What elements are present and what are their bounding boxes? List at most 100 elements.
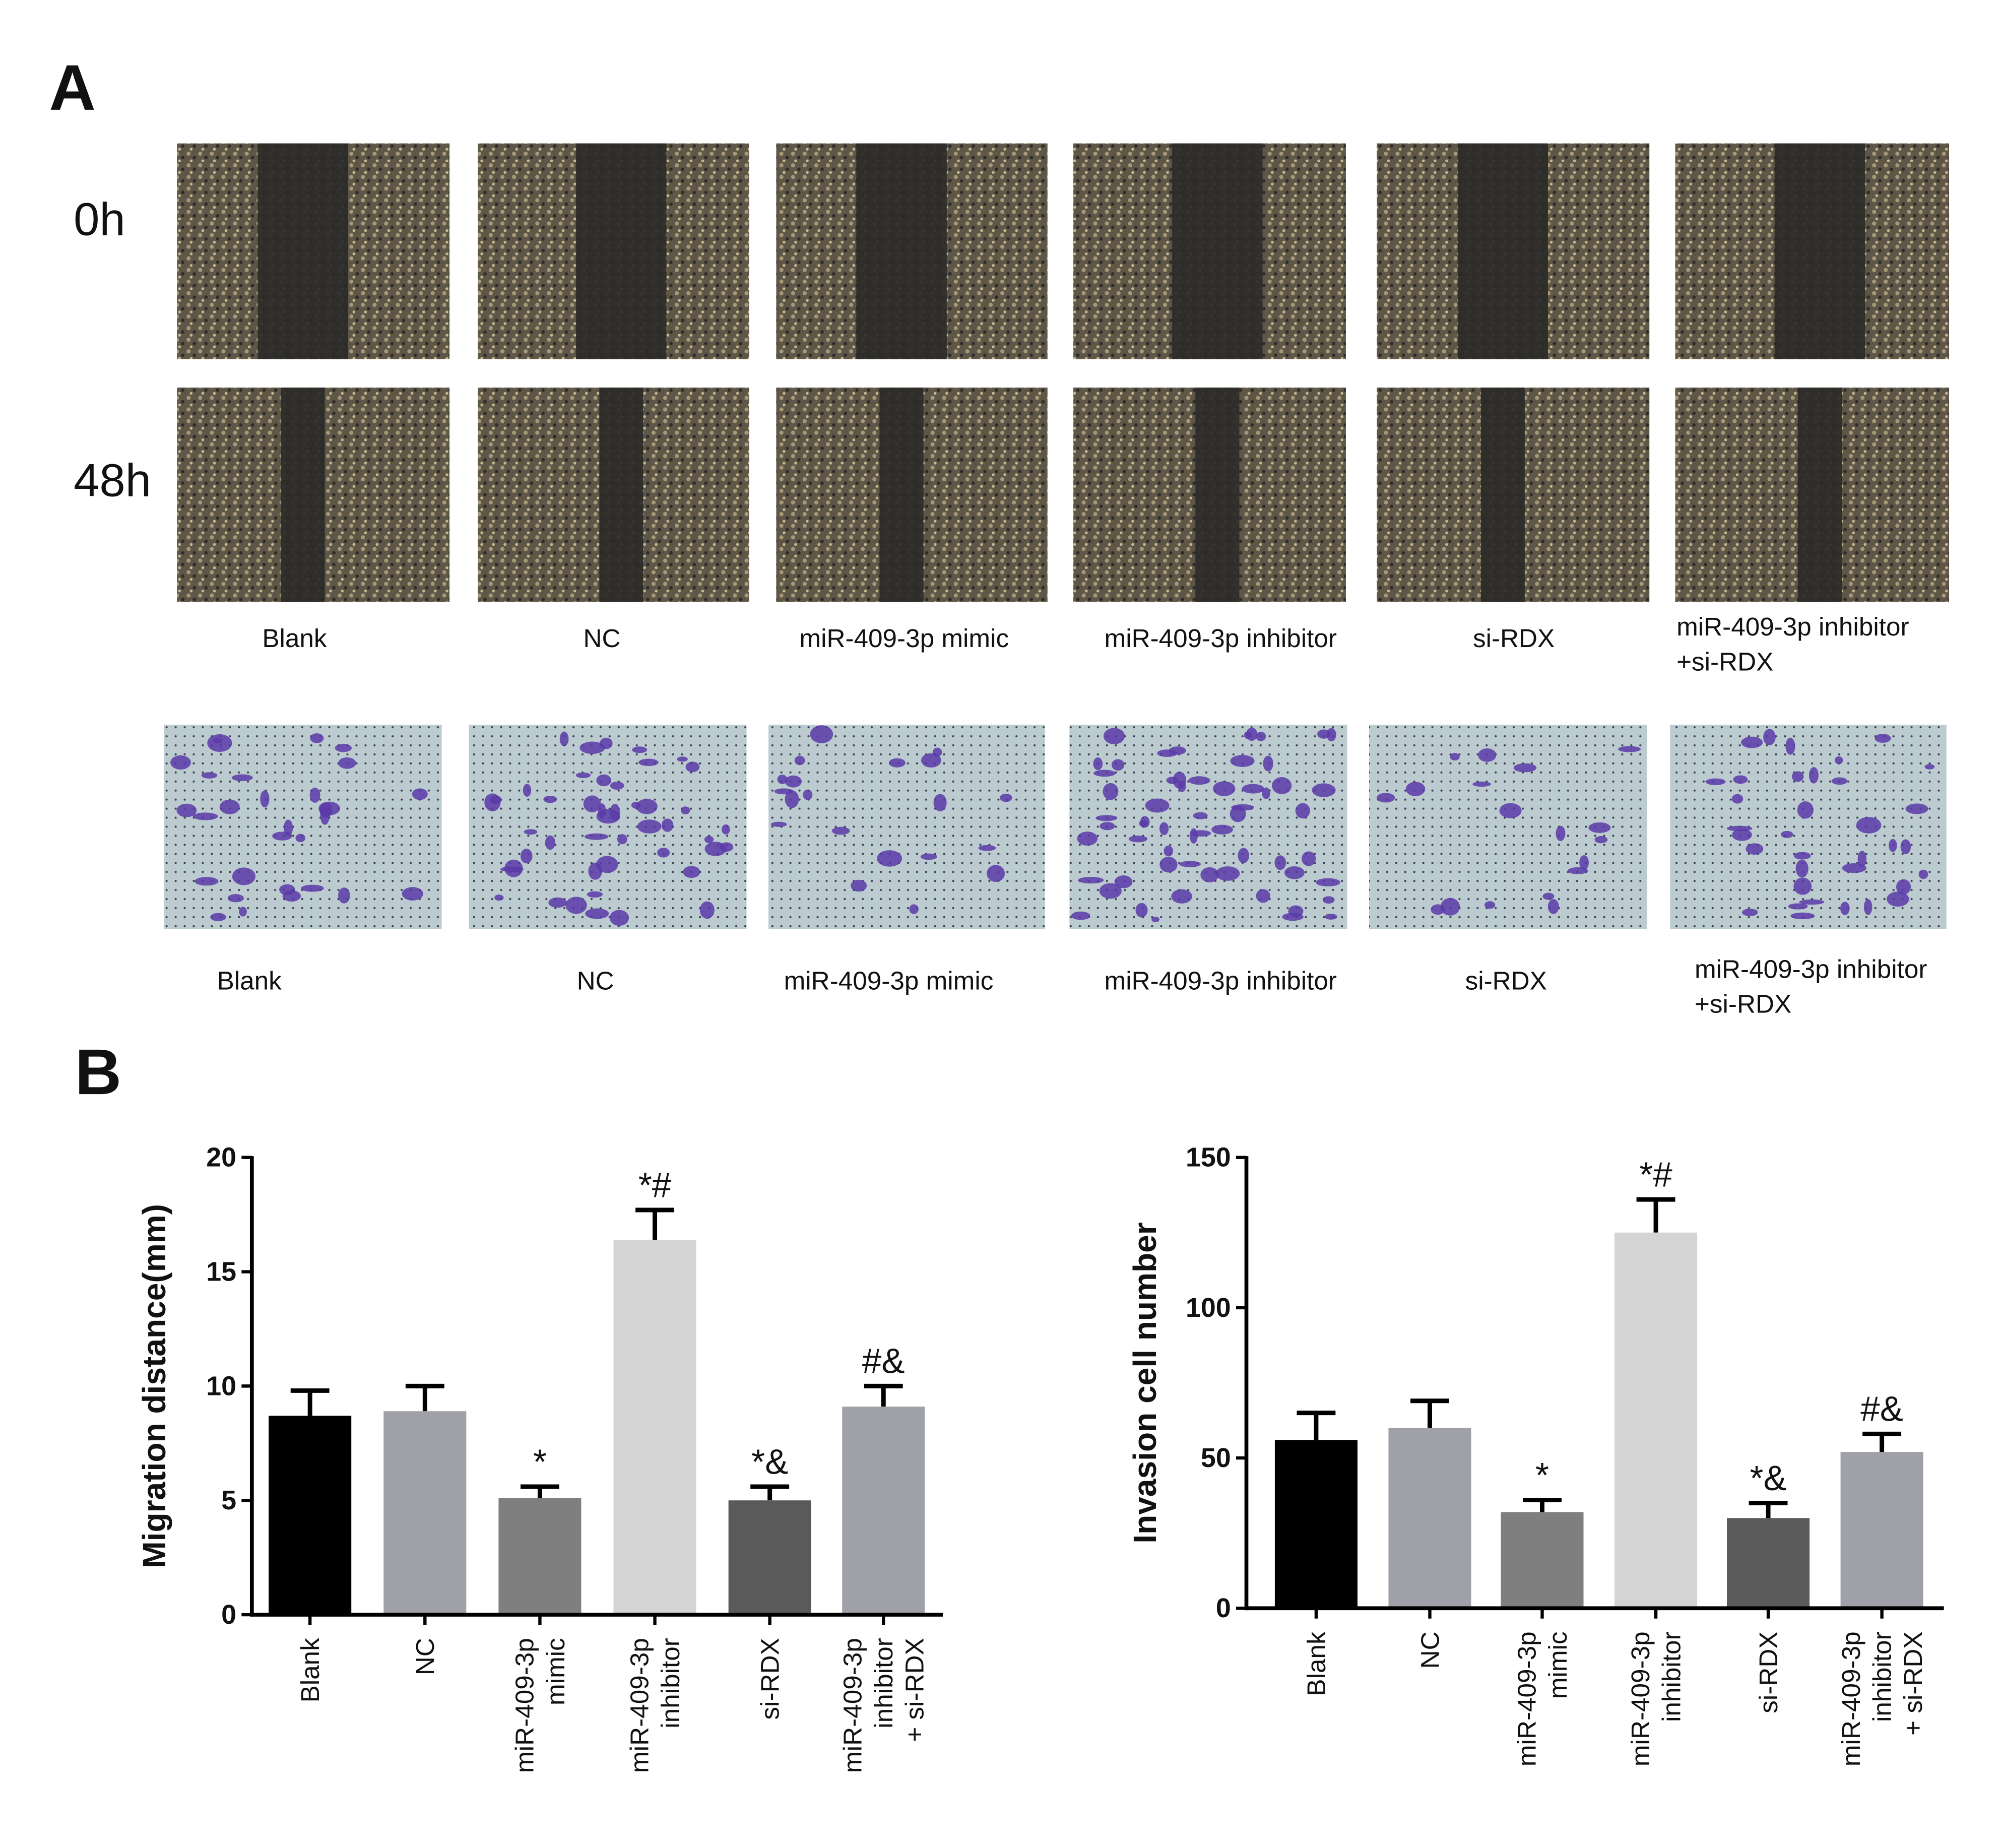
stained-cell [1542,893,1555,900]
wound-gap [1798,387,1842,602]
stained-cell [559,731,569,746]
stained-cell [1918,869,1928,879]
stained-cell [1295,803,1310,819]
image-caption: Blank [262,624,327,653]
stained-cell [583,795,601,812]
stained-cell [632,746,648,753]
y-tick-label: 100 [1186,1293,1231,1323]
stained-cell [1875,734,1891,743]
stained-cell [909,904,919,914]
image-caption: +si-RDX [1676,647,1773,676]
significance-label: * [1535,1455,1549,1495]
stained-cell [310,733,324,743]
stained-cell [1840,902,1850,915]
bar [498,1498,582,1615]
stained-cell [301,884,324,892]
stained-cell [219,799,240,814]
stained-cell [170,755,191,770]
x-tick-label: miR-409-3p [625,1638,654,1773]
stained-cell [1896,879,1911,895]
y-tick-label: 150 [1186,1142,1231,1173]
stained-cell [1139,820,1148,827]
stained-cell [543,795,557,803]
stained-cell [1312,783,1336,797]
x-tick-label: miR-409-3p [838,1638,867,1773]
stained-cell [1263,755,1273,772]
stained-cell [338,757,356,769]
wound-gap [599,387,643,602]
bar [728,1500,811,1615]
stained-cell [877,850,902,867]
stained-cell [412,788,428,800]
stained-cell [683,866,700,878]
stained-cell [1000,793,1012,802]
stained-cell [1274,855,1286,870]
image-caption: NC [583,624,620,653]
stained-cell [1211,824,1233,835]
wound-gap [257,143,348,359]
x-tick-label: + si-RDX [900,1638,929,1742]
stained-cell [1326,728,1336,742]
x-tick-label: NC [411,1638,439,1675]
image-caption: Blank [217,966,282,995]
stained-cell [1256,889,1270,903]
stained-cell [484,793,501,811]
stained-cell [309,787,320,803]
stained-cell [1499,803,1522,818]
stained-cell [1114,875,1133,888]
stained-cell [1484,901,1496,909]
stained-cell [239,907,247,917]
stained-cell [1077,832,1098,846]
stained-cell [719,842,734,852]
stained-cell [548,897,567,908]
stained-cell [1900,839,1911,854]
stained-cell [584,833,609,840]
stained-cell [195,877,219,886]
stained-cell [596,774,612,787]
stained-cell [722,824,730,835]
wound-gap [576,143,667,359]
stained-cell [1741,736,1763,748]
stained-cell [920,853,937,860]
stained-cell [774,788,794,795]
significance-label: * [533,1442,547,1481]
image-caption: miR-409-3p inhibitor [1676,612,1909,641]
stained-cell [1793,852,1811,860]
stained-cell [777,775,788,784]
stained-cell [1377,793,1395,803]
x-tick-label: inhibitor [1868,1631,1897,1722]
image-caption: miR-409-3p mimic [784,966,994,995]
x-tick-label: miR-409-3p [1513,1631,1541,1766]
stained-cell [1405,782,1426,796]
bar [1614,1232,1698,1609]
stained-cell [681,806,690,814]
stained-cell [1472,781,1491,787]
stained-cell [1594,836,1608,844]
stained-cell [785,790,799,808]
significance-label: #& [1860,1389,1903,1429]
stained-cell [661,818,674,832]
bar [1840,1452,1923,1609]
time-label: 48h [74,454,151,506]
stained-cell [260,790,270,808]
stained-cell [1164,845,1174,857]
stained-cell [637,819,662,834]
stained-cell [201,772,218,779]
stained-cell [1302,851,1316,866]
stained-cell [1478,748,1497,762]
x-tick-label: si-RDX [1754,1631,1783,1713]
stained-cell [1732,829,1752,841]
image-caption: miR-409-3p mimic [799,624,1009,653]
stained-cell [1795,859,1809,878]
stained-cell [1513,763,1537,773]
stained-cell [1078,876,1104,884]
time-label: 0h [74,193,125,245]
y-axis-label: Invasion cell number [1127,1222,1163,1543]
stained-cell [1230,755,1255,767]
stained-cell [1322,896,1335,904]
x-tick-label: inhibitor [656,1638,685,1728]
stained-cell [320,806,330,825]
stained-cell [1793,877,1812,895]
image-caption: si-RDX [1465,966,1547,995]
image-caption: miR-409-3p inhibitor [1105,966,1337,995]
